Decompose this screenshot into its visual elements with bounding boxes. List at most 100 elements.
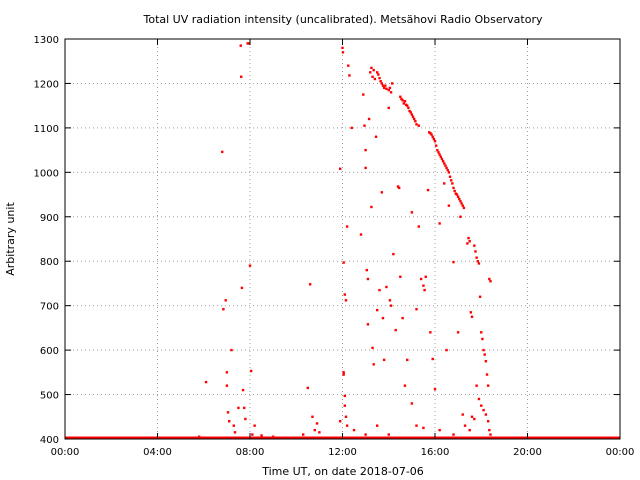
data-point: [417, 225, 421, 228]
data-point: [224, 299, 227, 302]
data-point: [469, 311, 473, 314]
data-point: [449, 179, 453, 182]
data-point: [426, 188, 430, 192]
data-point: [240, 286, 244, 290]
data-point: [306, 386, 310, 390]
data-point: [367, 117, 371, 121]
data-point: [484, 360, 488, 363]
data-point: [459, 200, 462, 203]
chart-title: Total UV radiation intensity (uncalibrat…: [143, 13, 543, 26]
data-point: [379, 80, 382, 83]
y-tick-label: 1100: [34, 124, 59, 135]
data-point: [434, 144, 438, 147]
data-point: [473, 244, 476, 247]
data-point: [411, 115, 415, 118]
y-tick-label: 800: [40, 257, 59, 268]
data-point: [249, 369, 253, 373]
data-point: [410, 113, 414, 116]
data-point: [445, 348, 448, 352]
data-point: [401, 316, 404, 320]
data-point: [403, 384, 407, 387]
data-point: [430, 133, 433, 136]
y-tick-label: 700: [40, 302, 59, 313]
data-point: [446, 168, 449, 172]
data-point: [247, 42, 251, 45]
data-point: [375, 424, 379, 427]
data-point: [253, 424, 256, 427]
data-point: [476, 260, 479, 263]
data-point: [415, 123, 418, 126]
data-point: [455, 193, 459, 196]
data-point: [452, 260, 455, 264]
data-point: [482, 408, 485, 412]
data-point: [364, 433, 367, 436]
data-point: [444, 164, 447, 167]
data-point: [441, 160, 445, 163]
data-point: [482, 348, 485, 352]
y-axis-label: Arbitrary unit: [4, 202, 17, 276]
data-point: [370, 205, 373, 209]
data-point: [344, 415, 348, 418]
data-point: [483, 353, 486, 356]
data-point: [438, 428, 441, 432]
data-point: [406, 358, 409, 362]
data-point: [456, 195, 460, 198]
axis-ticks: 400 500 600 700 800 900 1000 1100 1200 1300 00:00 0…: [34, 35, 635, 458]
data-point: [387, 433, 390, 436]
data-point: [447, 171, 451, 174]
data-point: [486, 420, 490, 423]
data-point: [345, 225, 349, 228]
data-point: [364, 148, 367, 152]
data-point: [456, 331, 460, 334]
data-point: [315, 422, 319, 425]
data-point: [452, 433, 455, 436]
data-point: [477, 262, 481, 265]
data-point: [344, 299, 348, 302]
data-point: [381, 316, 385, 320]
data-point: [432, 137, 436, 141]
data-point: [407, 106, 410, 110]
data-point: [241, 388, 245, 392]
data-point: [410, 402, 414, 405]
data-point: [437, 151, 440, 154]
data-point: [438, 153, 441, 156]
data-point: [352, 428, 356, 432]
data-point: [369, 71, 372, 74]
data-point: [311, 415, 314, 418]
data-point: [385, 87, 388, 90]
data-point: [387, 106, 390, 110]
data-point: [408, 109, 411, 113]
data-point: [388, 299, 392, 302]
data-point: [364, 166, 367, 170]
data-point: [461, 413, 464, 416]
data-point: [221, 150, 224, 154]
data-point: [431, 357, 434, 361]
grid-lines: [65, 39, 620, 439]
data-point: [467, 236, 470, 240]
y-tick-label: 1000: [34, 168, 59, 179]
data-point: [473, 417, 476, 421]
data-point: [371, 75, 374, 78]
data-point: [366, 277, 370, 281]
data-point: [239, 44, 242, 47]
data-point: [470, 315, 474, 318]
data-point: [475, 256, 478, 259]
data-point: [372, 363, 375, 366]
data-point: [380, 82, 384, 85]
data-point: [424, 275, 427, 278]
data-point: [417, 124, 421, 127]
data-point: [226, 411, 230, 414]
data-point: [382, 86, 386, 90]
data-point: [301, 433, 305, 436]
data-point: [468, 428, 471, 432]
data-point: [313, 428, 316, 432]
data-point: [227, 420, 231, 423]
data-point: [384, 84, 387, 87]
data-point: [460, 202, 463, 205]
data-point: [392, 252, 395, 256]
y-tick-label: 400: [40, 435, 59, 446]
x-tick-label: 04:00: [143, 447, 172, 458]
data-point: [362, 93, 365, 96]
data-point: [488, 277, 491, 281]
data-point: [375, 71, 379, 74]
